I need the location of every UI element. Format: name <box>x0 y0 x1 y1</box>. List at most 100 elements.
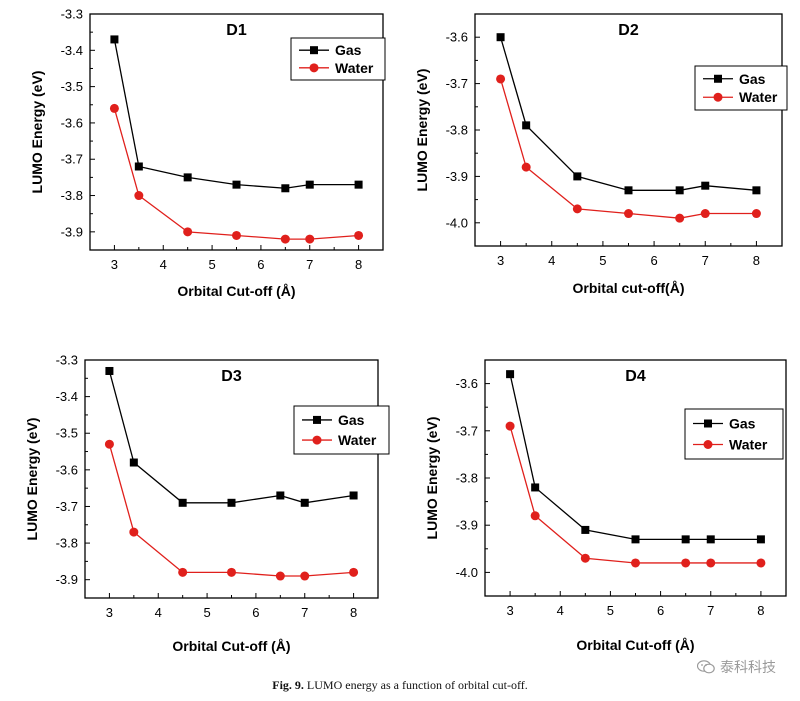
y-tick-label: -3.8 <box>456 471 478 486</box>
data-point-gas <box>756 535 765 544</box>
legend: Gas Water <box>293 405 390 455</box>
data-point-water <box>675 213 685 223</box>
x-axis-label: Orbital Cut-off (Å) <box>576 637 694 653</box>
legend-marker-gas <box>310 46 318 55</box>
chart-title: D3 <box>221 368 242 385</box>
y-tick-label: -3.3 <box>56 353 78 368</box>
legend-marker-water <box>309 63 319 73</box>
x-tick-label: 6 <box>257 257 264 272</box>
legend-box <box>290 37 386 81</box>
data-point-gas <box>129 458 138 467</box>
data-point-water <box>134 191 144 201</box>
legend-label-water: Water <box>338 432 377 448</box>
x-tick-label: 7 <box>702 253 709 268</box>
x-tick-label: 7 <box>707 603 714 618</box>
y-tick-label: -3.4 <box>61 43 83 58</box>
data-point-water <box>681 558 691 568</box>
legend-box <box>684 408 784 460</box>
data-point-gas <box>349 491 358 500</box>
data-point-gas <box>496 33 505 42</box>
data-point-water <box>580 553 590 563</box>
data-point-gas <box>752 186 761 195</box>
x-tick-label: 4 <box>160 257 167 272</box>
data-point-water <box>305 234 315 244</box>
chart-panel-d4: D4 3 4 5 6 7 8 -3.6 -3.7 -3.8 -3.9 -4.0 Orbital Cut-… <box>424 359 787 653</box>
data-point-water <box>227 567 236 577</box>
data-point-water <box>700 209 710 219</box>
chart-panel-d1: D1 3 4 5 6 7 8 -3.3 -3.4 -3.5 -3.6 -3.7 -3.8 -3.9 Orbi… <box>29 7 386 299</box>
x-tick-label: 6 <box>657 603 664 618</box>
legend-label-gas: Gas <box>739 71 766 87</box>
data-point-water <box>624 209 633 219</box>
y-tick-label: -3.7 <box>56 499 78 514</box>
legend-marker-gas <box>714 74 722 83</box>
y-tick-label: -3.7 <box>446 76 468 91</box>
y-tick-label: -3.7 <box>61 152 83 167</box>
x-tick-label: 3 <box>506 603 513 618</box>
data-point-water <box>349 567 359 577</box>
data-point-gas <box>232 180 241 189</box>
chart-panel-d2: D2 3 4 5 6 7 8 -3.6 -3.7 -3.8 -3.9 -4.0 Orbital cut-… <box>414 13 788 296</box>
series-line-water <box>108 444 354 577</box>
data-point-water <box>232 230 241 240</box>
data-point-gas <box>227 498 236 507</box>
x-tick-label: 5 <box>599 253 606 268</box>
data-point-gas <box>624 186 633 195</box>
legend-label-gas: Gas <box>338 412 365 428</box>
y-tick-label: -3.8 <box>56 536 78 551</box>
data-point-water <box>280 234 290 244</box>
legend: Gas Water <box>684 408 784 460</box>
chart-panel-d3: D3 3 4 5 6 7 8 -3.3 -3.4 -3.5 -3.6 -3.7 -3.8 -3.9 Orbi… <box>24 353 390 654</box>
y-tick-label: -3.9 <box>456 518 478 533</box>
y-axis-label: LUMO Energy (eV) <box>414 69 430 192</box>
data-point-water <box>706 558 716 568</box>
x-tick-label: 8 <box>355 257 362 272</box>
data-point-gas <box>105 366 114 375</box>
x-tick-label: 4 <box>557 603 564 618</box>
x-tick-label: 3 <box>111 257 118 272</box>
data-point-gas <box>631 535 640 544</box>
x-tick-label: 5 <box>208 257 215 272</box>
legend-label-gas: Gas <box>335 42 362 58</box>
watermark: 泰科科技 <box>697 657 776 677</box>
legend-box <box>694 65 788 111</box>
data-point-water <box>354 230 364 240</box>
legend-marker-water <box>703 440 713 449</box>
data-point-gas <box>281 184 290 193</box>
data-point-water <box>505 421 515 431</box>
y-axis-label: LUMO Energy (eV) <box>424 417 440 540</box>
y-tick-label: -3.6 <box>446 30 468 45</box>
y-tick-label: -4.0 <box>456 565 478 580</box>
data-point-gas <box>701 181 710 190</box>
y-tick-label: -3.6 <box>56 462 78 477</box>
y-tick-label: -3.4 <box>56 389 78 404</box>
y-tick-label: -3.6 <box>61 115 83 130</box>
chart-title: D1 <box>226 22 247 39</box>
data-point-gas <box>134 162 143 171</box>
x-tick-label: 3 <box>106 605 113 620</box>
data-point-water <box>104 439 114 449</box>
x-tick-label: 6 <box>252 605 259 620</box>
legend-box <box>293 405 390 455</box>
data-point-water <box>521 162 531 172</box>
series-line-gas <box>499 37 757 191</box>
y-tick-label: -3.8 <box>446 123 468 138</box>
x-tick-label: 7 <box>301 605 308 620</box>
y-tick-label: -3.9 <box>56 572 78 587</box>
x-tick-label: 4 <box>548 253 555 268</box>
legend: Gas Water <box>694 65 788 111</box>
y-tick-label: -3.8 <box>61 188 83 203</box>
legend: Gas Water <box>290 37 386 81</box>
y-axis-label: LUMO Energy (eV) <box>24 418 40 541</box>
data-point-gas <box>354 180 363 189</box>
data-point-water <box>572 204 582 214</box>
legend-marker-gas <box>313 415 321 424</box>
data-point-gas <box>522 121 531 130</box>
series-line-water <box>113 108 359 240</box>
data-point-gas <box>706 535 715 544</box>
x-tick-label: 7 <box>306 257 313 272</box>
data-point-water <box>129 527 139 537</box>
legend-label-water: Water <box>739 89 778 105</box>
data-point-gas <box>178 498 187 507</box>
caption-text: LUMO energy as a function of orbital cut… <box>303 678 528 692</box>
